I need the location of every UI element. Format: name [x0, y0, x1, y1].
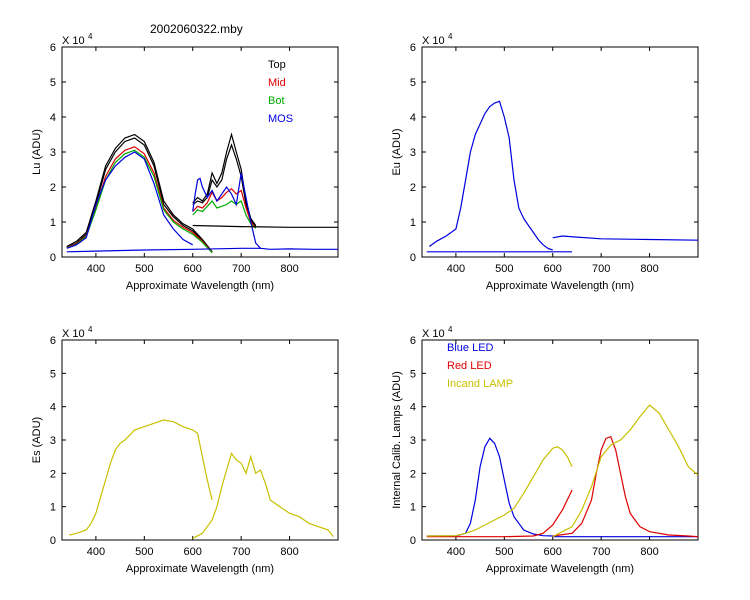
x-tick-label: 500 [135, 546, 153, 558]
y-tick-label: 1 [410, 502, 416, 514]
x-tick-label: 800 [280, 546, 298, 558]
axes-frame [421, 46, 699, 258]
legend-entry: Top [268, 59, 286, 71]
y-tick-label: 6 [50, 335, 56, 347]
y-tick-label: 4 [50, 402, 56, 414]
y-tick-label: 3 [50, 435, 56, 447]
x-tick-label: 500 [495, 263, 513, 275]
x-tick-label: 700 [592, 546, 610, 558]
series-line-top [66, 133, 213, 253]
y-multiplier: X 10 [62, 328, 85, 340]
x-tick-label: 400 [447, 263, 465, 275]
y-tick-label: 0 [50, 252, 56, 264]
y-multiplier-exponent: 4 [88, 32, 93, 41]
series-line-mid [66, 146, 213, 253]
y-tick-label: 0 [410, 535, 416, 547]
y-axis-label: Eu (ADU) [391, 128, 403, 175]
x-tick-label: 700 [592, 263, 610, 275]
y-tick-label: 6 [410, 335, 416, 347]
series-line-es [192, 451, 334, 539]
y-axis-label: Internal Calib. Lamps (ADU) [391, 371, 403, 509]
y-multiplier: X 10 [422, 328, 445, 340]
x-tick-label: 700 [232, 546, 250, 558]
legend-entry: Bot [268, 95, 285, 107]
x-tick-label: 700 [232, 263, 250, 275]
series-line-blue-led [426, 437, 553, 537]
y-tick-label: 2 [410, 468, 416, 480]
series-line-mos [192, 172, 271, 250]
x-tick-label: 800 [640, 263, 658, 275]
series-line-incand-lamp [426, 446, 573, 537]
x-tick-label: 500 [135, 263, 153, 275]
y-multiplier: X 10 [422, 35, 445, 47]
x-tick-label: 500 [495, 546, 513, 558]
y-tick-label: 2 [410, 182, 416, 194]
y-multiplier-exponent: 4 [88, 325, 93, 334]
series-line-es [69, 419, 213, 536]
series-line-top [192, 224, 338, 228]
y-tick-label: 0 [50, 535, 56, 547]
y-tick-label: 5 [50, 77, 56, 89]
series-line-eu [552, 235, 698, 241]
y-tick-label: 2 [50, 182, 56, 194]
x-axis-label: Approximate Wavelength (nm) [126, 280, 274, 292]
series-line-red-led [426, 489, 573, 538]
y-tick-label: 1 [50, 502, 56, 514]
series-line-top [192, 143, 257, 227]
y-tick-label: 4 [410, 112, 416, 124]
x-tick-label: 800 [280, 263, 298, 275]
x-tick-label: 400 [87, 263, 105, 275]
series-line-incand-lamp [552, 404, 698, 538]
series-line-mos [66, 151, 193, 249]
x-axis-label: Approximate Wavelength (nm) [126, 563, 274, 575]
series-line-red-led [552, 435, 698, 538]
y-tick-label: 1 [50, 217, 56, 229]
y-multiplier-exponent: 4 [448, 325, 453, 334]
x-axis-label: Approximate Wavelength (nm) [486, 563, 634, 575]
x-tick-label: 800 [640, 546, 658, 558]
x-tick-label: 400 [87, 546, 105, 558]
legend-entry: MOS [268, 113, 293, 125]
x-tick-label: 600 [184, 263, 202, 275]
y-tick-label: 6 [410, 42, 416, 54]
x-tick-label: 400 [447, 546, 465, 558]
y-tick-label: 6 [50, 42, 56, 54]
y-axis-label: Lu (ADU) [31, 129, 43, 175]
legend-entry: Incand LAMP [447, 378, 513, 390]
x-tick-label: 600 [544, 546, 562, 558]
y-tick-label: 3 [410, 147, 416, 159]
y-tick-label: 5 [410, 368, 416, 380]
y-tick-label: 5 [410, 77, 416, 89]
y-multiplier-exponent: 4 [448, 32, 453, 41]
y-tick-label: 1 [410, 217, 416, 229]
legend-entry: Blue LED [447, 342, 494, 354]
y-multiplier: X 10 [62, 35, 85, 47]
legend-entry: Red LED [447, 360, 492, 372]
x-tick-label: 600 [184, 546, 202, 558]
x-axis-label: Approximate Wavelength (nm) [486, 280, 634, 292]
y-tick-label: 0 [410, 252, 416, 264]
y-tick-label: 4 [410, 402, 416, 414]
figure-title: 2002060322.mby [150, 22, 243, 36]
axes-frame [61, 339, 339, 541]
y-tick-label: 3 [50, 147, 56, 159]
y-tick-label: 4 [50, 112, 56, 124]
y-tick-label: 5 [50, 368, 56, 380]
series-line-mos [66, 247, 261, 253]
series-line-mid [192, 188, 257, 228]
legend-entry: Mid [268, 77, 286, 89]
series-line-bot [192, 200, 257, 229]
series-line-bot [66, 149, 213, 254]
y-tick-label: 3 [410, 435, 416, 447]
series-line-eu [428, 100, 553, 251]
y-tick-label: 2 [50, 468, 56, 480]
x-tick-label: 600 [544, 263, 562, 275]
y-axis-label: Es (ADU) [31, 417, 43, 463]
